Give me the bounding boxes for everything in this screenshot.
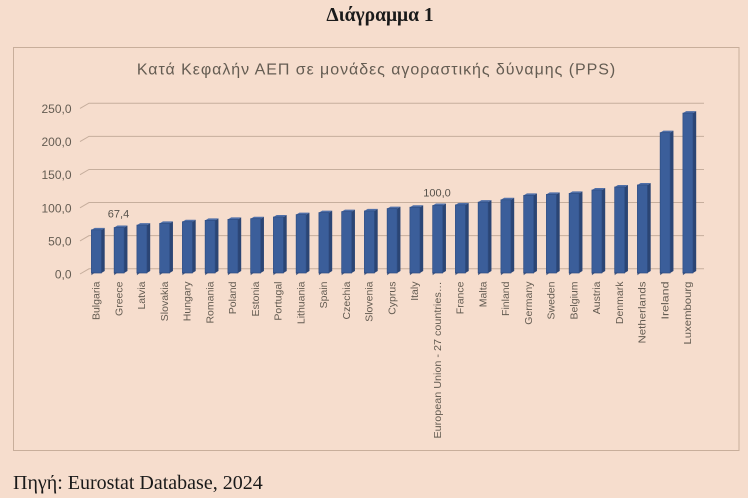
svg-text:Austria: Austria [591,281,603,314]
svg-text:Bulgaria: Bulgaria [91,281,103,320]
svg-text:Lithuania: Lithuania [295,281,307,324]
svg-text:Estonia: Estonia [250,281,262,316]
svg-text:Slovenia: Slovenia [364,281,376,321]
svg-text:European Union - 27 countries…: European Union - 27 countries… [432,282,444,439]
svg-text:200,0: 200,0 [41,135,71,149]
svg-text:Romania: Romania [204,281,216,323]
svg-text:50,0: 50,0 [48,234,72,248]
svg-text:Portugal: Portugal [273,282,285,321]
svg-text:250,0: 250,0 [41,102,71,116]
svg-text:100,0: 100,0 [423,188,451,200]
svg-text:Finland: Finland [500,281,512,316]
svg-text:Κατά Κεφαλήν ΑΕΠ σε μονάδες αγ: Κατά Κεφαλήν ΑΕΠ σε μονάδες αγοραστικής … [137,62,616,79]
svg-text:France: France [455,281,467,314]
svg-text:67,4: 67,4 [108,209,129,221]
svg-text:Belgium: Belgium [568,281,580,319]
svg-text:Slovakia: Slovakia [159,281,171,321]
svg-text:Italy: Italy [409,281,421,301]
svg-text:Czechia: Czechia [341,281,353,319]
svg-text:100,0: 100,0 [41,201,71,215]
svg-text:0,0: 0,0 [55,268,72,282]
svg-text:Malta: Malta [477,281,489,307]
svg-text:Greece: Greece [113,281,125,316]
svg-text:Netherlands: Netherlands [637,282,649,344]
svg-text:Luxembourg: Luxembourg [682,281,694,344]
svg-text:150,0: 150,0 [41,168,71,182]
svg-text:Latvia: Latvia [136,281,148,309]
svg-text:Spain: Spain [318,281,330,308]
svg-text:Cyprus: Cyprus [386,282,398,315]
svg-text:Denmark: Denmark [614,281,626,324]
svg-text:Germany: Germany [523,281,535,325]
svg-text:Ireland: Ireland [659,281,671,319]
svg-text:Hungary: Hungary [182,281,194,321]
svg-text:Sweden: Sweden [546,281,558,319]
svg-text:Poland: Poland [227,281,239,314]
